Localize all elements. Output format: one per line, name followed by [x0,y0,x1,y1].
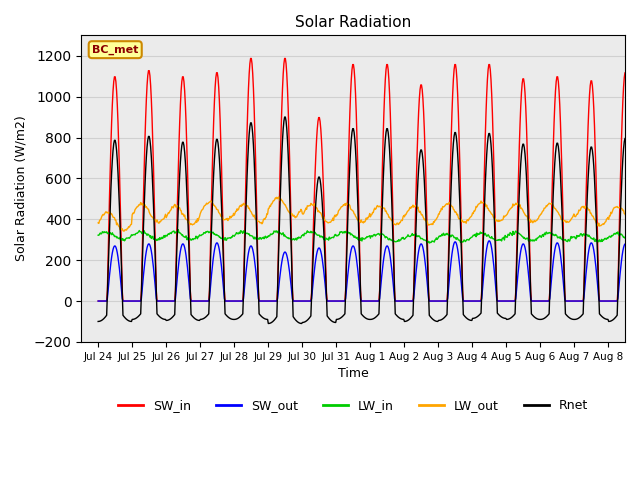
LW_in [259,235,266,241]
LW_in [458,239,466,245]
Y-axis label: Solar Radiation (W/m2): Solar Radiation (W/m2) [15,116,28,262]
LW_out [159,216,166,222]
SW_in [427,298,435,304]
LW_out [275,194,283,200]
LW_out [307,201,315,206]
Line: Rnet: Rnet [98,117,640,324]
SW_in [247,56,255,61]
Rnet [428,315,435,321]
SW_in [259,298,266,304]
Rnet [458,266,466,272]
SW_out [285,264,292,270]
SW_in [94,298,102,304]
SW_out [306,298,314,304]
LW_out [259,220,266,226]
SW_out [158,298,166,304]
Rnet [307,313,315,319]
Line: SW_out: SW_out [98,241,640,301]
LW_in [94,232,102,238]
Legend: SW_in, SW_out, LW_in, LW_out, Rnet: SW_in, SW_out, LW_in, LW_out, Rnet [113,394,593,417]
SW_out [426,298,434,304]
LW_out [120,228,127,234]
Rnet [264,321,272,326]
LW_in [285,235,293,241]
Rnet [638,319,640,324]
LW_in [428,239,435,245]
X-axis label: Time: Time [338,367,369,380]
LW_in [158,234,166,240]
Line: SW_in: SW_in [98,59,640,301]
SW_in [158,298,166,304]
Rnet [94,319,102,324]
LW_out [287,211,294,217]
Rnet [258,314,266,320]
Title: Solar Radiation: Solar Radiation [295,15,412,30]
LW_in [307,230,314,236]
Rnet [287,213,294,218]
SW_in [285,156,293,161]
LW_out [94,220,102,226]
LW_in [175,227,182,232]
SW_out [258,298,266,304]
LW_out [638,216,640,222]
Rnet [281,114,289,120]
SW_out [485,238,493,244]
LW_in [426,240,433,246]
SW_in [458,220,465,226]
LW_out [428,222,435,228]
SW_out [94,298,102,304]
Line: LW_out: LW_out [98,197,640,231]
SW_out [456,271,464,276]
Rnet [158,315,166,321]
SW_in [638,298,640,304]
LW_out [458,219,466,225]
SW_out [638,298,640,304]
Text: BC_met: BC_met [92,45,138,55]
Line: LW_in: LW_in [98,229,640,243]
SW_in [307,298,314,304]
LW_in [638,236,640,242]
